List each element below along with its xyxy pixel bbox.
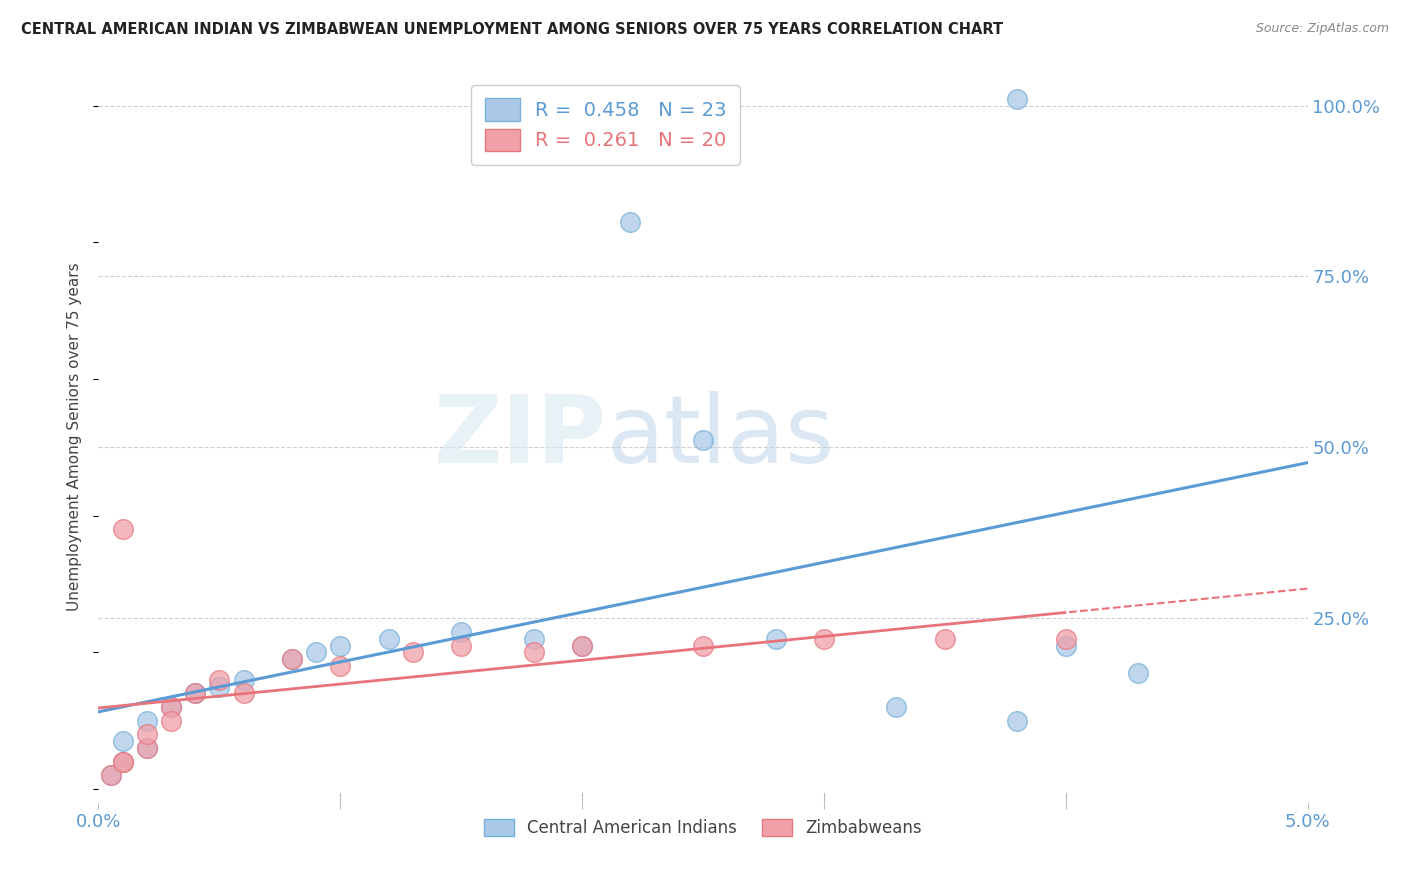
Text: atlas: atlas [606, 391, 835, 483]
Point [232, 686, 254, 700]
Point [232, 673, 254, 687]
Point [111, 734, 134, 748]
Point [450, 624, 472, 639]
Point [281, 652, 304, 666]
Point [135, 727, 157, 741]
Point [135, 741, 157, 756]
Y-axis label: Unemployment Among Seniors over 75 years: Unemployment Among Seniors over 75 years [67, 263, 83, 611]
Point [160, 714, 183, 728]
Point [1007, 714, 1029, 728]
Point [329, 659, 352, 673]
Point [1007, 92, 1029, 106]
Point [1054, 632, 1077, 646]
Point [450, 639, 472, 653]
Point [765, 632, 787, 646]
Point [692, 639, 714, 653]
Point [571, 639, 593, 653]
Point [813, 632, 835, 646]
Point [184, 686, 207, 700]
Point [111, 522, 134, 536]
Point [111, 755, 134, 769]
Text: Source: ZipAtlas.com: Source: ZipAtlas.com [1256, 22, 1389, 36]
Text: CENTRAL AMERICAN INDIAN VS ZIMBABWEAN UNEMPLOYMENT AMONG SENIORS OVER 75 YEARS C: CENTRAL AMERICAN INDIAN VS ZIMBABWEAN UN… [21, 22, 1004, 37]
Point [886, 700, 908, 714]
Text: ZIP: ZIP [433, 391, 606, 483]
Point [160, 700, 183, 714]
Point [329, 639, 352, 653]
Point [208, 680, 231, 694]
Legend: Central American Indians, Zimbabweans: Central American Indians, Zimbabweans [475, 811, 931, 846]
Point [1128, 665, 1150, 680]
Point [100, 768, 122, 782]
Point [281, 652, 304, 666]
Point [208, 673, 231, 687]
Point [934, 632, 956, 646]
Point [377, 632, 399, 646]
Point [1054, 639, 1077, 653]
Point [100, 768, 122, 782]
Point [571, 639, 593, 653]
Point [135, 714, 157, 728]
Point [523, 632, 546, 646]
Point [160, 700, 183, 714]
Point [619, 215, 641, 229]
Point [111, 755, 134, 769]
Point [523, 645, 546, 659]
Point [402, 645, 425, 659]
Point [184, 686, 207, 700]
Point [111, 755, 134, 769]
Point [135, 741, 157, 756]
Point [692, 434, 714, 448]
Point [305, 645, 328, 659]
